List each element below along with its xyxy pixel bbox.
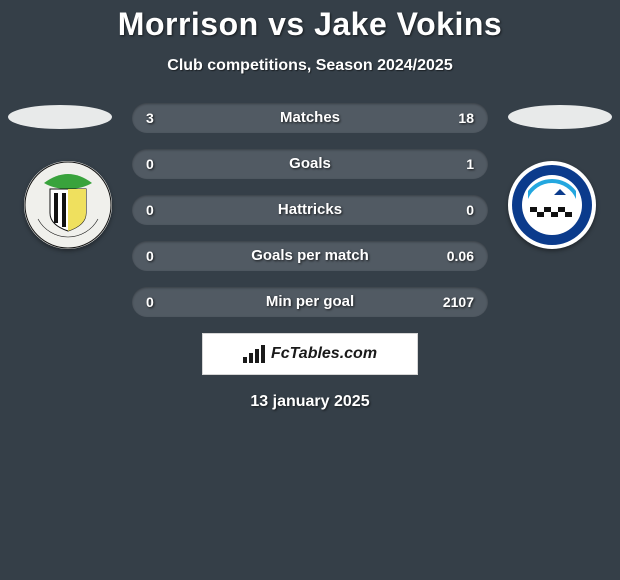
stat-label: Matches: [132, 103, 488, 133]
stat-row: 3 Matches 18: [132, 103, 488, 133]
watermark-panel: FcTables.com: [202, 333, 418, 375]
right-club-badge: [508, 161, 596, 249]
player-shadow-left: [8, 105, 112, 129]
eastleigh-crest-icon: [508, 161, 596, 249]
page-title: Morrison vs Jake Vokins: [0, 6, 620, 43]
body-area: 3 Matches 18 0 Goals 1 0 Hattricks 0 0 G…: [0, 103, 620, 411]
stat-right-value: 18: [458, 103, 474, 133]
stats-list: 3 Matches 18 0 Goals 1 0 Hattricks 0 0 G…: [132, 103, 488, 317]
stat-label: Goals per match: [132, 241, 488, 271]
right-side: [500, 103, 620, 323]
stat-label: Hattricks: [132, 195, 488, 225]
player-shadow-right: [508, 105, 612, 129]
stat-row: 0 Min per goal 2107: [132, 287, 488, 317]
stat-label: Min per goal: [132, 287, 488, 317]
stat-label: Goals: [132, 149, 488, 179]
stat-row: 0 Goals per match 0.06: [132, 241, 488, 271]
left-side: [0, 103, 120, 323]
watermark-text: FcTables.com: [271, 345, 377, 363]
stat-right-value: 0.06: [447, 241, 474, 271]
date-label: 13 january 2025: [0, 393, 620, 411]
subtitle: Club competitions, Season 2024/2025: [0, 57, 620, 75]
bar-chart-icon: [243, 345, 265, 363]
left-club-badge: [24, 161, 112, 249]
stat-row: 0 Hattricks 0: [132, 195, 488, 225]
stat-right-value: 0: [466, 195, 474, 225]
stat-right-value: 2107: [443, 287, 474, 317]
stat-right-value: 1: [466, 149, 474, 179]
solihull-moors-crest-icon: [24, 161, 112, 249]
stat-row: 0 Goals 1: [132, 149, 488, 179]
comparison-card: Morrison vs Jake Vokins Club competition…: [0, 0, 620, 411]
